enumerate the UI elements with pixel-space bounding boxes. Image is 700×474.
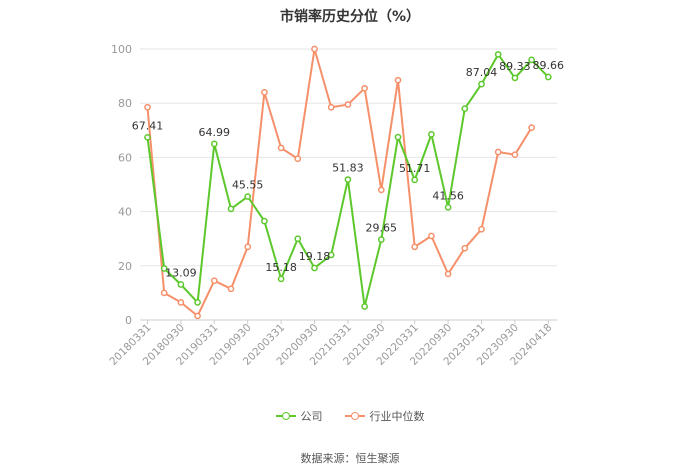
legend-swatch-company: [275, 411, 296, 421]
data-point-industry: [227, 285, 235, 293]
data-point-industry: [528, 124, 535, 131]
data-point-company: [160, 265, 168, 272]
data-point-company: [244, 193, 252, 200]
data-label: 51.71: [399, 162, 431, 175]
data-point-industry: [377, 186, 385, 194]
data-point-company: [444, 204, 452, 211]
data-point-industry: [461, 244, 469, 252]
data-point-company: [277, 275, 285, 283]
data-point-industry: [144, 103, 151, 111]
data-label: 13.09: [165, 267, 197, 280]
data-point-company: [261, 217, 268, 225]
data-point-industry: [344, 101, 352, 108]
data-point-company: [494, 51, 502, 58]
data-point-industry: [361, 84, 368, 92]
data-point-industry: [177, 299, 185, 306]
y-tick-label: 60: [118, 151, 132, 164]
series-line-industry: [146, 48, 533, 317]
legend-label-company: 公司: [300, 410, 323, 423]
data-point-company: [428, 131, 435, 138]
data-point-industry: [210, 277, 218, 285]
data-point-company: [377, 236, 385, 243]
data-label: 64.99: [199, 126, 231, 139]
data-source: 数据来源：恒生聚源: [300, 452, 400, 465]
data-point-company: [210, 140, 218, 148]
data-point-industry: [327, 103, 335, 111]
data-point-company: [511, 74, 519, 82]
y-tick-label: 20: [118, 260, 132, 273]
y-tick-label: 80: [118, 97, 132, 110]
data-point-industry: [494, 148, 502, 156]
legend-swatch-industry: [344, 411, 365, 421]
data-label: 15.18: [265, 261, 297, 274]
data-point-industry: [277, 144, 285, 152]
legend-label-industry: 行业中位数: [369, 410, 425, 423]
data-label: 51.83: [332, 162, 364, 175]
data-point-company: [528, 56, 535, 64]
data-label: 29.65: [366, 222, 398, 235]
data-point-industry: [294, 155, 302, 163]
data-label: 87.04: [466, 66, 498, 79]
data-point-industry: [194, 312, 201, 320]
data-point-company: [361, 303, 368, 310]
data-point-company: [227, 205, 235, 213]
chart-title: 市销率历史分位（%）: [279, 9, 421, 25]
data-point-industry: [244, 243, 252, 251]
legend: 公司 行业中位数: [0, 408, 700, 424]
y-tick-label: 40: [118, 206, 132, 219]
data-point-company: [311, 264, 318, 272]
data-point-company: [144, 133, 151, 141]
data-point-company: [177, 281, 185, 288]
data-point-industry: [160, 289, 168, 297]
chart-plot: 0204060801002018033120180930201903312019…: [107, 43, 565, 368]
data-point-company: [394, 133, 402, 141]
data-point-industry: [311, 45, 318, 53]
y-tick-label: 0: [125, 314, 132, 327]
data-point-company: [411, 176, 419, 184]
data-point-industry: [511, 151, 519, 159]
data-label: 89.66: [533, 59, 565, 72]
data-point-industry: [394, 76, 402, 84]
data-label: 41.56: [432, 189, 464, 202]
data-label: 19.18: [299, 250, 331, 263]
data-point-industry: [428, 232, 435, 240]
y-tick-label: 100: [111, 43, 132, 56]
data-label: 45.55: [232, 179, 264, 192]
data-point-industry: [444, 270, 452, 278]
data-point-industry: [261, 89, 268, 96]
data-point-company: [294, 235, 302, 243]
data-point-industry: [478, 225, 485, 233]
data-point-industry: [411, 243, 419, 251]
data-label: 89.33: [499, 60, 531, 73]
data-point-company: [344, 176, 352, 183]
data-point-company: [194, 299, 201, 306]
data-label: 67.41: [132, 119, 164, 132]
legend-item-industry[interactable]: 行业中位数: [344, 408, 425, 424]
data-point-company: [544, 73, 552, 81]
legend-item-company[interactable]: 公司: [275, 408, 323, 424]
data-point-company: [478, 80, 485, 88]
data-point-company: [461, 105, 469, 112]
data-point-company: [327, 251, 335, 259]
